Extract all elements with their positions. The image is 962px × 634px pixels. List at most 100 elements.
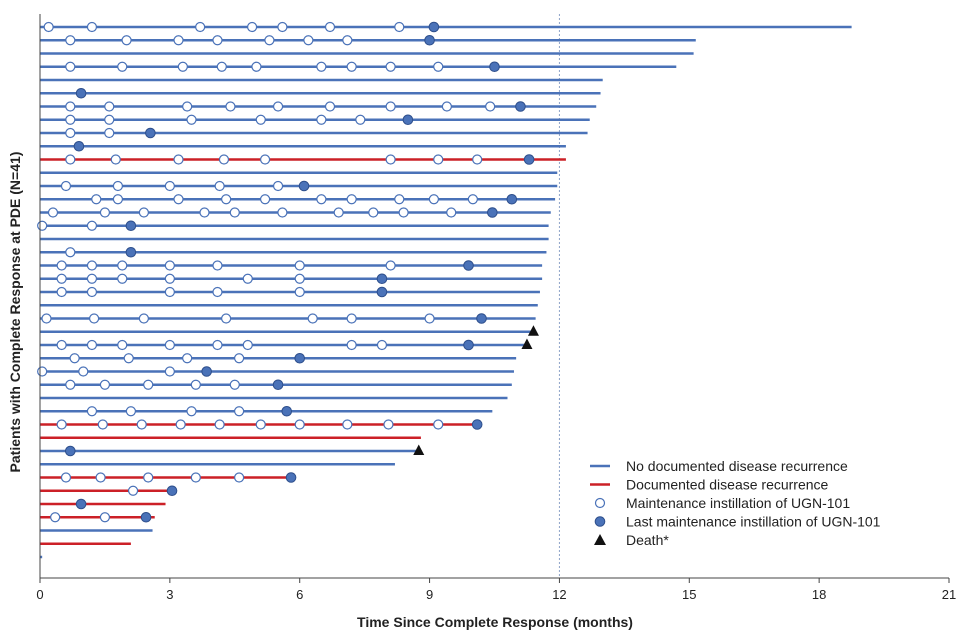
maintenance-marker xyxy=(65,379,76,390)
maintenance-marker xyxy=(433,61,444,72)
y-axis-title: Patients with Complete Response at PDE (… xyxy=(7,152,23,473)
maintenance-marker xyxy=(60,180,72,192)
maintenance-marker xyxy=(65,101,76,112)
maintenance-marker xyxy=(127,485,139,496)
maintenance-marker xyxy=(346,339,357,351)
maintenance-marker xyxy=(218,154,230,165)
patient-row xyxy=(40,207,551,218)
maintenance-marker xyxy=(117,339,128,351)
maintenance-marker xyxy=(428,194,439,205)
maintenance-marker xyxy=(214,180,225,192)
maintenance-marker xyxy=(472,154,483,165)
maintenance-marker xyxy=(173,154,184,165)
last-maintenance-marker xyxy=(487,207,498,218)
patient-row xyxy=(40,511,155,523)
maintenance-marker xyxy=(177,61,188,72)
last-maintenance-marker xyxy=(463,260,474,271)
maintenance-marker xyxy=(121,35,132,46)
maintenance-marker xyxy=(467,194,478,205)
maintenance-marker xyxy=(255,114,266,125)
maintenance-marker xyxy=(294,260,305,271)
patient-row xyxy=(40,325,539,336)
x-tick-label: 9 xyxy=(426,587,433,602)
maintenance-marker xyxy=(56,260,67,271)
maintenance-marker xyxy=(104,127,115,139)
maintenance-marker xyxy=(138,207,149,218)
maintenance-marker xyxy=(143,379,154,390)
maintenance-marker xyxy=(65,154,76,165)
last-maintenance-marker xyxy=(272,379,284,391)
maintenance-marker xyxy=(112,180,124,192)
maintenance-marker xyxy=(138,313,149,324)
patient-row xyxy=(40,379,512,391)
maintenance-marker xyxy=(277,207,288,218)
maintenance-marker xyxy=(97,419,108,430)
maintenance-marker xyxy=(86,406,98,417)
maintenance-marker xyxy=(136,419,147,430)
legend-item-no-recurrence: No documented disease recurrence xyxy=(590,458,848,474)
last-maintenance-marker xyxy=(298,180,310,192)
last-maintenance-marker xyxy=(515,101,526,112)
maintenance-marker xyxy=(247,21,258,33)
maintenance-marker xyxy=(164,260,175,271)
maintenance-marker xyxy=(117,273,128,284)
legend-label: Death* xyxy=(626,532,669,548)
maintenance-marker xyxy=(485,101,496,112)
legend-label: Documented disease recurrence xyxy=(626,477,829,493)
maintenance-marker xyxy=(99,512,111,523)
maintenance-marker xyxy=(229,207,240,218)
maintenance-marker xyxy=(125,406,136,417)
last-maintenance-marker xyxy=(476,313,487,324)
patient-row xyxy=(40,154,566,165)
maintenance-marker xyxy=(190,379,201,390)
maintenance-marker xyxy=(355,114,366,125)
maintenance-marker xyxy=(182,353,193,364)
maintenance-marker xyxy=(216,61,227,72)
maintenance-marker xyxy=(214,419,225,430)
death-marker xyxy=(413,444,425,455)
maintenance-marker xyxy=(368,207,379,218)
legend-item-recurrence: Documented disease recurrence xyxy=(590,477,829,493)
patient-row xyxy=(40,101,597,112)
patient-row xyxy=(40,498,166,510)
patient-row xyxy=(40,485,178,497)
last-maintenance-marker xyxy=(506,193,518,205)
maintenance-marker xyxy=(272,101,284,112)
maintenance-marker xyxy=(242,273,253,284)
x-axis-title: Time Since Complete Response (months) xyxy=(357,614,633,630)
maintenance-marker xyxy=(277,21,288,33)
last-maintenance-marker xyxy=(428,21,440,33)
maintenance-marker xyxy=(164,339,175,351)
last-maintenance-marker xyxy=(281,405,293,417)
maintenance-marker xyxy=(186,114,197,125)
x-tick-label: 15 xyxy=(682,587,696,602)
maintenance-marker xyxy=(212,35,223,46)
maintenance-marker xyxy=(65,247,76,258)
maintenance-marker xyxy=(212,286,223,298)
legend-item-maintenance: Maintenance instillation of UGN-101 xyxy=(594,495,850,511)
maintenance-marker xyxy=(50,512,61,523)
maintenance-marker xyxy=(346,194,357,205)
last-maintenance-marker xyxy=(489,61,500,73)
last-maintenance-marker xyxy=(125,220,137,232)
maintenance-marker xyxy=(229,379,240,390)
maintenance-marker xyxy=(86,21,98,33)
maintenance-marker xyxy=(104,114,115,125)
maintenance-marker xyxy=(173,35,184,46)
last-maintenance-marker xyxy=(471,419,483,430)
patient-row xyxy=(40,140,566,152)
patient-row xyxy=(40,444,425,457)
maintenance-marker xyxy=(65,127,76,139)
x-tick-label: 6 xyxy=(296,587,303,602)
patient-row xyxy=(40,260,543,271)
x-tick-label: 18 xyxy=(812,587,826,602)
maintenance-marker xyxy=(117,61,128,72)
maintenance-marker xyxy=(424,313,435,324)
patient-row xyxy=(40,352,517,364)
maintenance-marker xyxy=(86,220,98,231)
maintenance-marker xyxy=(173,194,184,205)
patient-row xyxy=(40,419,483,430)
last-maintenance-marker xyxy=(73,140,85,152)
patient-row xyxy=(40,286,540,298)
maintenance-marker xyxy=(60,472,72,483)
